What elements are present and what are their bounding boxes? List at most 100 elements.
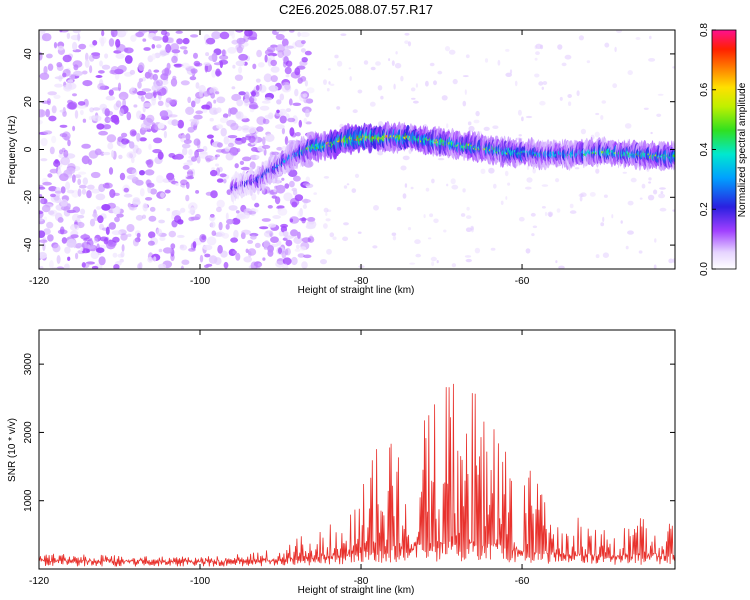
noise-cell	[273, 188, 277, 193]
noise-cell	[121, 30, 128, 34]
noise-cell	[256, 126, 264, 132]
noise-cell	[61, 131, 71, 141]
noise-cell	[265, 230, 273, 234]
noise-cell	[179, 46, 188, 50]
noise-cell	[250, 261, 258, 269]
noise-cell	[215, 68, 221, 77]
noise-cell	[284, 66, 292, 75]
noise-cell	[187, 96, 192, 104]
y-tick-label: 0	[23, 146, 34, 152]
colorbar-tick-label: 0.2	[699, 202, 710, 216]
noise-cell	[265, 133, 275, 142]
noise-cell	[215, 163, 219, 167]
noise-cell	[115, 53, 125, 59]
speckle-cell	[627, 230, 634, 235]
noise-cell	[259, 226, 269, 230]
speckle-cell	[431, 261, 435, 267]
speckle-cell	[427, 237, 432, 240]
noise-cell	[177, 219, 184, 225]
noise-cell	[294, 67, 301, 76]
noise-cell	[204, 155, 215, 162]
speckle-cell	[672, 209, 675, 212]
x-tick-label: -60	[515, 276, 530, 287]
speckle-cell	[363, 60, 369, 65]
noise-cell	[292, 115, 298, 124]
noise-cell	[301, 57, 308, 63]
speckle-cell	[579, 196, 583, 202]
speckle-cell	[547, 211, 554, 217]
speckle-cell	[580, 128, 587, 135]
noise-cell	[270, 59, 278, 67]
speckle-cell	[328, 68, 331, 71]
noise-cell	[126, 167, 137, 175]
noise-cell	[263, 73, 273, 83]
noise-cell	[164, 189, 171, 194]
noise-cell	[210, 169, 218, 177]
ridge-cell	[672, 154, 675, 157]
speckle-cell	[578, 35, 585, 41]
speckle-cell	[624, 123, 632, 129]
x-tick-label: -80	[354, 276, 369, 287]
noise-cell	[103, 185, 111, 189]
noise-cell	[153, 137, 163, 144]
noise-cell	[148, 143, 152, 150]
speckle-cell	[377, 151, 384, 156]
noise-cell	[104, 53, 109, 59]
noise-cell	[284, 183, 290, 189]
noise-cell	[136, 232, 141, 239]
noise-cell	[57, 45, 64, 51]
noise-cell	[188, 149, 193, 156]
noise-cell	[50, 193, 56, 198]
noise-cell	[182, 165, 190, 170]
noise-cell	[206, 134, 214, 139]
noise-cell	[182, 147, 188, 156]
speckle-cell	[648, 58, 656, 62]
noise-cell	[272, 215, 281, 219]
noise-cell	[159, 110, 169, 118]
noise-cell	[301, 261, 308, 269]
noise-cell	[297, 31, 301, 37]
noise-cell	[107, 142, 114, 150]
speckle-cell	[658, 193, 666, 199]
noise-cell	[126, 174, 137, 180]
noise-cell	[39, 266, 44, 269]
noise-cell	[105, 226, 110, 235]
noise-cell	[39, 218, 44, 222]
noise-cell	[129, 69, 136, 75]
noise-cell	[151, 84, 161, 92]
noise-cell	[241, 125, 250, 131]
speckle-cell	[611, 214, 614, 219]
noise-cell	[189, 76, 197, 81]
noise-cell	[43, 228, 51, 235]
speckle-cell	[600, 115, 604, 120]
noise-cell	[56, 61, 63, 68]
noise-cell	[139, 261, 143, 269]
noise-cell	[275, 260, 285, 268]
speckle-cell	[443, 229, 447, 233]
x-tick-label: -100	[190, 576, 210, 587]
noise-cell	[66, 32, 71, 40]
noise-cell	[54, 190, 63, 194]
noise-cell	[182, 37, 190, 45]
noise-cell	[97, 215, 104, 224]
speckle-cell	[343, 185, 348, 189]
speckle-cell	[451, 184, 459, 190]
noise-cell	[270, 236, 279, 243]
noise-cell	[67, 203, 71, 209]
noise-cell	[39, 109, 46, 118]
speckle-cell	[504, 170, 509, 177]
noise-cell	[299, 207, 303, 217]
noise-cell	[238, 66, 243, 74]
speckle-cell	[558, 265, 565, 269]
speckle-cell	[411, 97, 416, 100]
noise-cell	[294, 88, 299, 97]
speckle-cell	[325, 218, 331, 222]
noise-cell	[276, 184, 286, 194]
noise-cell	[64, 263, 70, 269]
speckle-cell	[465, 227, 472, 232]
noise-cell	[174, 153, 184, 160]
noise-cell	[140, 122, 151, 131]
speckle-cell	[436, 260, 439, 264]
speckle-cell	[429, 213, 434, 218]
